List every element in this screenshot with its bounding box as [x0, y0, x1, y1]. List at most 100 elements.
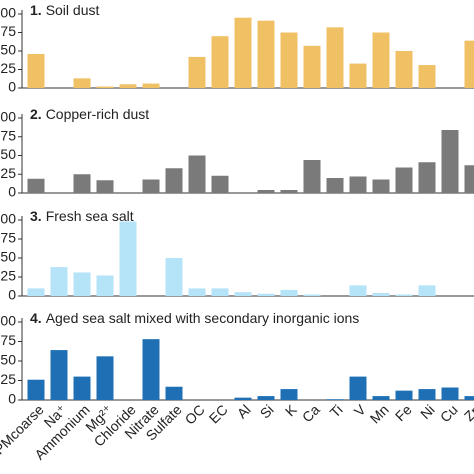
- bar: [27, 53, 45, 88]
- y-tick-label: 100: [0, 313, 16, 329]
- bar: [211, 175, 229, 193]
- bar: [188, 288, 206, 296]
- bar: [280, 389, 298, 400]
- bar: [395, 167, 413, 193]
- panel-title: 3. Fresh sea salt: [30, 208, 134, 224]
- bar: [73, 78, 91, 88]
- bar: [372, 32, 390, 88]
- bar: [27, 379, 45, 400]
- bar: [326, 27, 344, 88]
- bar: [464, 40, 474, 88]
- bar: [280, 190, 298, 193]
- x-tick-label: Cu: [437, 401, 461, 425]
- bar: [142, 179, 160, 193]
- bar: [464, 396, 474, 400]
- x-tick-label: EC: [206, 401, 231, 426]
- bar: [96, 356, 114, 400]
- bar: [188, 155, 206, 193]
- bar: [257, 190, 275, 193]
- bar: [165, 168, 183, 193]
- y-tick-label: 25: [0, 268, 16, 284]
- bar: [418, 65, 436, 88]
- panel-number: 3.: [30, 208, 42, 224]
- bar: [464, 165, 474, 193]
- bar: [188, 56, 206, 88]
- bar: [441, 387, 459, 400]
- x-tick-label: Ca: [299, 401, 323, 425]
- y-tick-label: 50: [0, 42, 16, 58]
- bar: [142, 83, 160, 88]
- y-tick-label: 75: [0, 23, 16, 39]
- bar: [119, 221, 137, 296]
- bar: [73, 272, 91, 296]
- panel-title: 1. Soil dust: [30, 2, 99, 18]
- y-tick-label: 50: [0, 352, 16, 368]
- y-tick-label: 50: [0, 146, 16, 162]
- bar: [349, 376, 367, 400]
- bar: [211, 36, 229, 88]
- panel-title: 2. Copper-rich dust: [30, 106, 149, 122]
- bar: [73, 174, 91, 193]
- bar: [234, 17, 252, 89]
- bar: [165, 386, 183, 400]
- bar: [418, 285, 436, 296]
- y-tick-label: 100: [0, 211, 16, 227]
- bar: [280, 32, 298, 88]
- bar: [257, 293, 275, 296]
- bar: [395, 51, 413, 88]
- bar: [372, 396, 390, 400]
- bar: [257, 396, 275, 400]
- panel-title-text: Fresh sea salt: [46, 208, 134, 224]
- bar: [303, 294, 321, 296]
- bar: [165, 258, 183, 296]
- bar: [349, 285, 367, 296]
- bar: [119, 84, 137, 88]
- bar: [326, 399, 344, 400]
- bar: [50, 267, 68, 296]
- y-tick-label: 0: [8, 391, 16, 407]
- bar: [27, 288, 45, 296]
- x-tick-label: Fe: [392, 401, 415, 424]
- panel-number: 4.: [30, 310, 42, 326]
- y-tick-label: 75: [0, 127, 16, 143]
- x-tick-label: Al: [234, 401, 254, 421]
- bar: [372, 292, 390, 296]
- bar: [372, 179, 390, 193]
- bar: [211, 288, 229, 296]
- x-tick-label: Si: [257, 401, 277, 421]
- bar: [96, 86, 114, 88]
- y-tick-label: 0: [8, 79, 16, 95]
- x-tick-label: K: [282, 401, 300, 419]
- bar: [441, 130, 459, 193]
- bar: [395, 294, 413, 296]
- y-tick-label: 50: [0, 249, 16, 265]
- bar: [96, 180, 114, 193]
- x-tick-label: V: [351, 401, 369, 419]
- bar: [395, 390, 413, 400]
- bar: [349, 63, 367, 88]
- y-tick-label: 25: [0, 60, 16, 76]
- panel-number: 2.: [30, 106, 42, 122]
- bar: [418, 162, 436, 193]
- bar: [234, 397, 252, 400]
- panel-number: 1.: [30, 2, 42, 18]
- bar: [257, 20, 275, 88]
- panel-title-text: Soil dust: [46, 2, 100, 18]
- bar: [234, 292, 252, 296]
- bar: [73, 376, 91, 400]
- panel-title: 4. Aged sea salt mixed with secondary ino…: [30, 310, 359, 326]
- y-tick-label: 0: [8, 287, 16, 303]
- y-tick-label: 0: [8, 184, 16, 200]
- bar: [50, 350, 68, 400]
- x-tick-label: Mn: [367, 401, 392, 426]
- y-tick-label: 25: [0, 371, 16, 387]
- bar: [326, 178, 344, 193]
- x-tick-label: OC: [182, 401, 208, 427]
- bar: [418, 389, 436, 400]
- y-tick-label: 75: [0, 332, 16, 348]
- bar: [349, 176, 367, 193]
- bar: [303, 45, 321, 88]
- bar: [27, 178, 45, 193]
- x-tick-label: Zn: [461, 401, 474, 424]
- y-tick-label: 100: [0, 5, 16, 21]
